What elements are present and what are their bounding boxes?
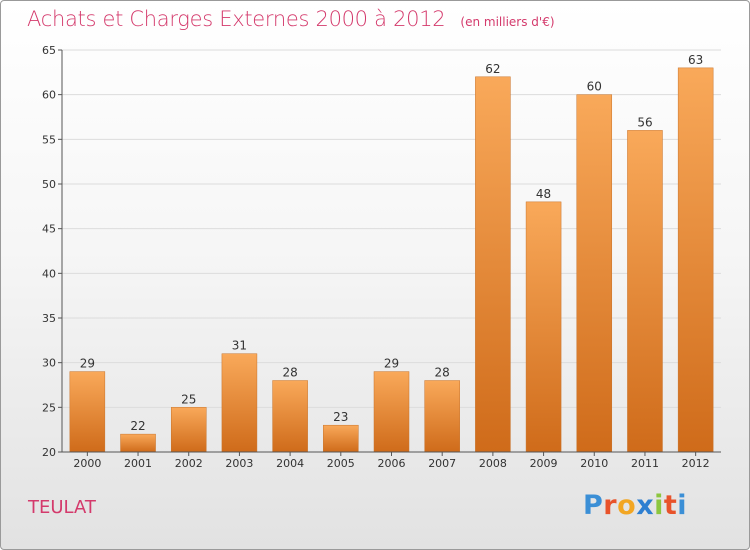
x-axis-ticks: 2000 2001 2002 2003 2004 2005 2006 2007 2008 2009… (73, 452, 710, 470)
data-label-2001: 22 (130, 419, 145, 433)
bar-2004 (272, 380, 308, 453)
y-tick-label: 25 (42, 401, 56, 414)
logo-letter: o (617, 490, 637, 521)
x-tick-label-2004: 2004 (276, 457, 304, 470)
logo-letter: r (603, 490, 618, 521)
y-tick-label: 65 (42, 44, 56, 57)
bar-2008 (475, 76, 511, 453)
bar-2003 (221, 353, 258, 453)
x-tick-label-2008: 2008 (479, 457, 507, 470)
data-label-2006: 29 (384, 357, 399, 371)
y-tick-label: 45 (42, 223, 56, 236)
logo-letter: P (583, 490, 604, 521)
bar-2009 (525, 201, 562, 453)
bar-2012 (677, 67, 714, 453)
logo-letter: i (677, 490, 688, 521)
x-tick-label-2001: 2001 (124, 457, 152, 470)
bar-2011 (627, 130, 663, 453)
x-tick-label-2011: 2011 (631, 457, 659, 470)
x-tick-label-2010: 2010 (580, 457, 608, 470)
data-label-2002: 25 (181, 392, 196, 406)
bar-2007 (424, 380, 460, 453)
bar-2005 (323, 424, 359, 453)
bar-2002 (170, 407, 207, 453)
x-tick-label-2000: 2000 (73, 457, 101, 470)
data-label-2008: 62 (485, 62, 500, 76)
x-tick-label-2012: 2012 (682, 457, 710, 470)
data-label-2007: 28 (435, 366, 450, 380)
chart-title: Achats et Charges Externes 2000 à 2012 (27, 7, 446, 31)
data-label-2005: 23 (333, 410, 348, 424)
logo-letter: x (636, 490, 655, 521)
data-label-2012: 63 (688, 53, 703, 67)
y-tick-label: 35 (42, 312, 56, 325)
data-label-2010: 60 (587, 80, 602, 94)
chart-title-block: Achats et Charges Externes 2000 à 2012 (… (27, 7, 555, 31)
data-label-2004: 28 (282, 366, 297, 380)
logo-letter: i (654, 490, 664, 521)
data-label-2000: 29 (80, 357, 95, 371)
bar-series: 29 22 25 31 28 23 29 28 62 48 60 56 63 (69, 53, 714, 453)
x-tick-label-2003: 2003 (225, 457, 253, 470)
y-tick-label: 60 (42, 89, 56, 102)
x-tick-label-2007: 2007 (428, 457, 456, 470)
logo-letter: t (663, 490, 678, 521)
axes (61, 50, 721, 453)
x-tick-label-2009: 2009 (530, 457, 558, 470)
x-tick-label-2002: 2002 (175, 457, 203, 470)
y-tick-label: 40 (42, 267, 56, 280)
commune-name: TEULAT (28, 497, 96, 518)
data-label-2009: 48 (536, 187, 551, 201)
y-axis-ticks: 20 25 30 35 40 45 50 55 60 65 (42, 44, 62, 459)
y-tick-label: 50 (42, 178, 56, 191)
chart-subtitle: (en milliers d'€) (460, 15, 555, 29)
y-tick-label: 20 (42, 446, 56, 459)
bar-2006 (373, 371, 410, 453)
proxiti-logo: Proxiti (583, 490, 687, 521)
y-tick-label: 30 (42, 357, 56, 370)
x-tick-label-2006: 2006 (378, 457, 406, 470)
bar-2010 (576, 94, 613, 453)
y-tick-label: 55 (42, 133, 56, 146)
bar-2000 (69, 371, 106, 453)
data-label-2003: 31 (232, 339, 247, 353)
bar-2001 (120, 433, 156, 453)
x-tick-label-2005: 2005 (327, 457, 355, 470)
data-label-2011: 56 (637, 115, 652, 129)
